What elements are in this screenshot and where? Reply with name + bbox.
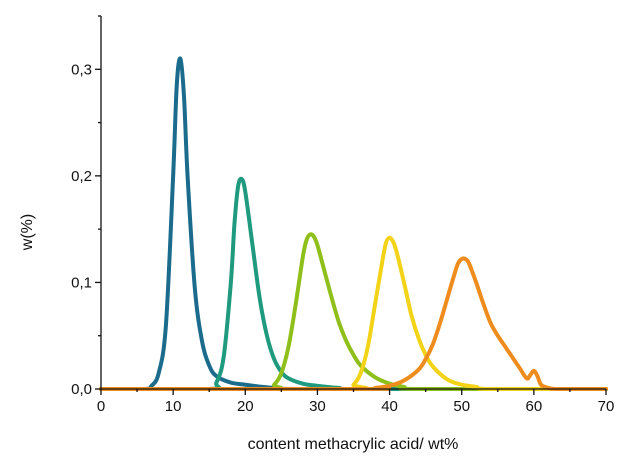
series-line-5	[99, 256, 608, 392]
x-tick-label: 20	[237, 398, 254, 415]
y-axis-title: w(%)	[19, 214, 36, 251]
x-tick-label: 70	[598, 398, 615, 415]
x-axis-title: content methacrylic acid/ wt%	[248, 436, 459, 453]
series-layer	[99, 56, 608, 392]
y-tick-label: 0,1	[71, 274, 92, 291]
series-line-4	[99, 235, 608, 391]
x-tick-label: 40	[381, 398, 398, 415]
y-tick-label: 0,3	[71, 61, 92, 78]
x-tick-label: 30	[309, 398, 326, 415]
x-tick-label: 10	[165, 398, 182, 415]
y-tick-label: 0,0	[71, 381, 92, 398]
x-tick-label: 50	[453, 398, 470, 415]
series-line-1	[99, 56, 608, 392]
x-tick-label: 60	[526, 398, 543, 415]
series-line-3	[99, 232, 608, 392]
x-tick-label: 0	[97, 398, 105, 415]
axes-layer: 0 10 20 30 40 50 60 70 0,0 0,1 0,2 0,3	[71, 15, 615, 415]
y-tick-label: 0,2	[71, 168, 92, 185]
